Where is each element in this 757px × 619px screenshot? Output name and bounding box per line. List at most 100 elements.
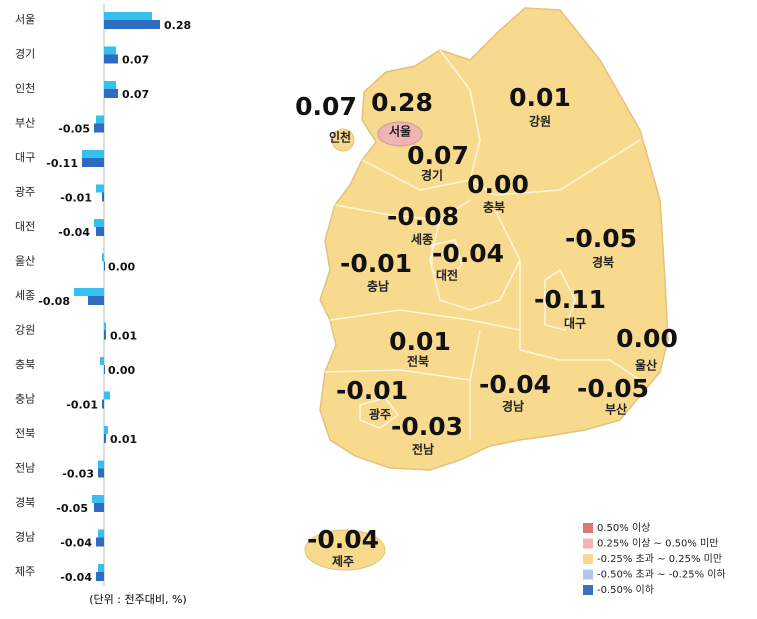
legend-label: -0.50% 이하 <box>597 583 654 596</box>
bar <box>96 227 104 236</box>
bar <box>94 219 104 227</box>
bar <box>104 426 108 434</box>
map-value: -0.04 <box>479 370 551 399</box>
category-label: 광주 <box>15 186 35 199</box>
category-label: 울산 <box>15 255 35 268</box>
category-label: 경남 <box>15 531 35 544</box>
map-region-name: 울산 <box>635 358 657 373</box>
bar <box>74 288 104 296</box>
map-value: -0.03 <box>391 412 463 441</box>
map-value: -0.04 <box>307 525 379 554</box>
value-label: 0.28 <box>164 19 191 32</box>
bar <box>104 365 105 374</box>
map-region-name: 전북 <box>407 354 429 369</box>
value-label: -0.11 <box>46 157 78 170</box>
map-value: -0.01 <box>336 376 408 405</box>
value-label: -0.04 <box>60 571 92 584</box>
category-label: 강원 <box>15 324 35 337</box>
map-value: -0.05 <box>577 374 649 403</box>
value-label: -0.03 <box>62 468 94 481</box>
map-region-name: 대전 <box>436 268 458 283</box>
map-value: -0.01 <box>340 249 412 278</box>
category-label: 전남 <box>15 462 35 475</box>
map-region-name: 경남 <box>502 399 524 414</box>
value-label: -0.05 <box>58 123 90 136</box>
bar <box>102 192 104 202</box>
bar <box>104 261 105 271</box>
map-region-name: 세종 <box>411 232 433 247</box>
bar <box>104 330 106 340</box>
bar <box>98 460 104 469</box>
map-region-name: 대구 <box>564 317 586 331</box>
bar <box>102 253 104 262</box>
legend-label: 0.50% 이상 <box>597 522 650 534</box>
map-value: 0.01 <box>389 327 451 356</box>
bar <box>96 537 104 547</box>
unit-note: (단위 : 전주대비, %) <box>89 593 186 606</box>
legend-label: 0.25% 이상 ~ 0.50% 미만 <box>597 538 718 550</box>
value-label: -0.05 <box>56 502 88 515</box>
category-label: 서울 <box>15 13 35 26</box>
legend-swatch <box>583 585 593 595</box>
value-label: 0.00 <box>108 261 135 274</box>
bar <box>104 46 116 55</box>
bar <box>104 322 106 331</box>
value-label: -0.04 <box>58 226 90 239</box>
bar <box>104 12 152 20</box>
map-value: -0.08 <box>387 202 459 231</box>
category-label: 대전 <box>15 220 35 233</box>
category-label: 제주 <box>15 565 35 578</box>
incheon-area <box>331 128 355 152</box>
value-label: 0.01 <box>110 330 137 343</box>
category-label: 세종 <box>15 289 35 302</box>
map-value: 0.01 <box>509 83 571 112</box>
bar <box>96 115 104 124</box>
map-region-name: 광주 <box>369 407 391 422</box>
map-region-name: 충남 <box>367 279 389 294</box>
seoul-area <box>377 121 423 147</box>
jeju-area <box>304 529 386 571</box>
bar <box>92 495 104 503</box>
bar <box>82 150 104 158</box>
bar <box>104 20 160 29</box>
value-label: -0.01 <box>66 399 98 412</box>
bar <box>98 529 104 538</box>
map-value: 0.28 <box>371 88 433 117</box>
region-borders <box>324 49 641 440</box>
bar <box>100 357 104 365</box>
bar <box>88 296 104 305</box>
map-region-name: 전남 <box>412 442 434 457</box>
legend-swatch <box>583 538 593 549</box>
map-value: 0.07 <box>407 141 469 170</box>
value-label: -0.01 <box>60 192 92 205</box>
bar <box>104 54 118 64</box>
category-label: 충남 <box>15 393 35 406</box>
map-value: 0.00 <box>467 170 529 199</box>
bar <box>94 123 104 133</box>
category-label: 전북 <box>15 427 35 440</box>
category-label: 대구 <box>15 151 35 164</box>
legend-label: -0.25% 초과 ~ 0.25% 미만 <box>597 553 722 565</box>
map-region-name: 인천 <box>329 130 351 145</box>
bar <box>96 184 104 193</box>
map-region-name: 강원 <box>529 115 551 129</box>
category-label: 부산 <box>15 117 35 130</box>
map-value: 0.00 <box>616 324 678 353</box>
legend-swatch <box>583 554 593 564</box>
legend-swatch <box>583 523 593 533</box>
map-region-name: 경북 <box>592 256 614 270</box>
category-label: 인천 <box>15 81 35 95</box>
legend-swatch <box>583 569 593 580</box>
bar <box>94 503 104 512</box>
map-value: -0.05 <box>565 224 637 253</box>
map-region-name: 경기 <box>421 168 443 183</box>
category-label: 충북 <box>15 358 35 371</box>
bar <box>104 81 116 89</box>
bar <box>82 158 104 167</box>
map-region-name: 부산 <box>605 402 627 417</box>
map <box>304 7 669 571</box>
map-value: -0.11 <box>534 285 606 314</box>
map-region-name: 제주 <box>332 555 354 569</box>
category-label: 경기 <box>15 48 35 61</box>
